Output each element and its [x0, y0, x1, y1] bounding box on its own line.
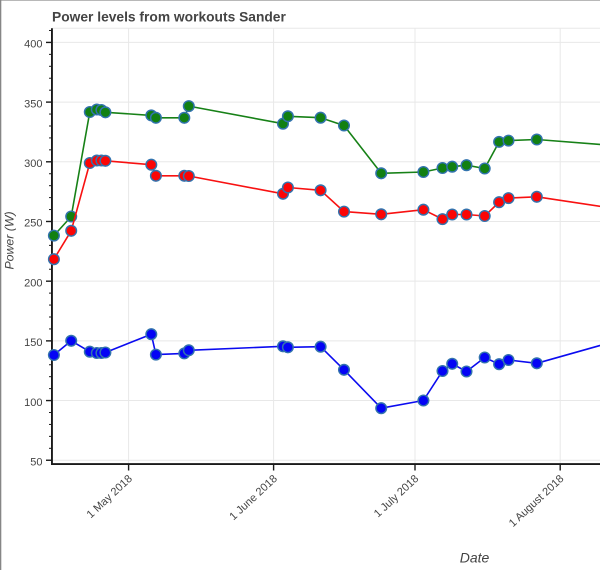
svg-text:350: 350 [24, 98, 42, 110]
svg-text:200: 200 [24, 277, 42, 289]
svg-text:Power (W): Power (W) [3, 211, 17, 269]
svg-text:400: 400 [24, 39, 42, 51]
svg-text:Date: Date [460, 550, 490, 566]
svg-text:300: 300 [24, 158, 42, 170]
svg-text:50: 50 [30, 456, 42, 468]
svg-text:150: 150 [24, 337, 42, 349]
svg-text:100: 100 [24, 397, 42, 409]
svg-text:250: 250 [24, 218, 42, 230]
svg-text:Power levels from workouts San: Power levels from workouts Sander [52, 10, 286, 25]
